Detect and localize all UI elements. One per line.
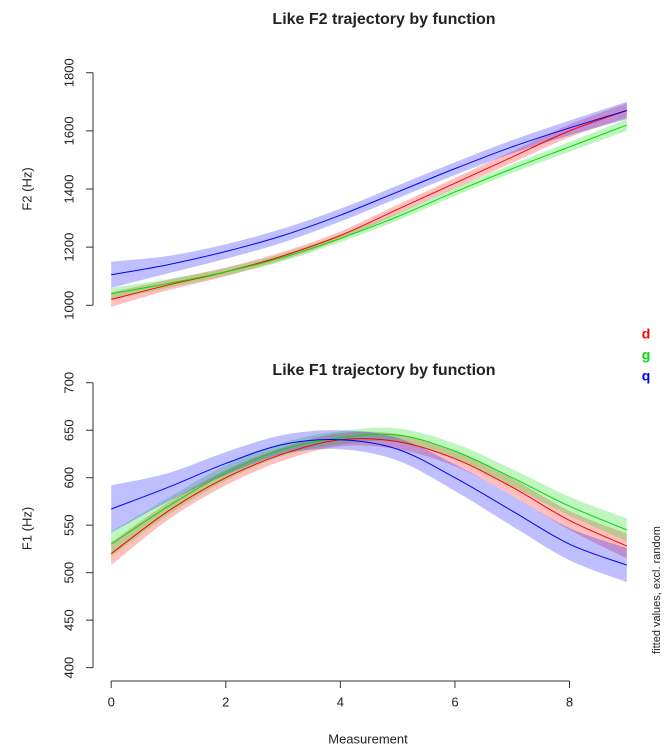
legend-label: q [642, 368, 651, 384]
y-tick-label: 450 [61, 609, 76, 631]
x-tick-label: 6 [451, 694, 458, 709]
y-axis-label: F2 (Hz) [19, 167, 34, 210]
line [111, 110, 627, 276]
y-tick-label: 700 [61, 372, 76, 394]
y-tick-label: 600 [61, 467, 76, 489]
y-tick-label: 1200 [61, 233, 76, 262]
x-tick-label: 0 [108, 694, 115, 709]
line [110, 433, 627, 545]
y-tick-label: 1000 [61, 291, 76, 320]
y-tick-label: 400 [61, 657, 76, 679]
confidence-band [111, 427, 627, 557]
line [110, 438, 628, 555]
chart-title: Like F1 trajectory by function [272, 362, 495, 379]
x-tick-label: 4 [337, 694, 344, 709]
annotation: fitted values, excl. random [651, 526, 663, 654]
y-tick-label: 1600 [61, 116, 76, 145]
y-tick-label: 500 [61, 562, 76, 584]
line [111, 110, 627, 300]
line [111, 439, 627, 566]
line [111, 124, 627, 295]
legend-label: g [642, 347, 651, 363]
y-tick-label: 1400 [61, 175, 76, 204]
confidence-band [111, 431, 627, 566]
confidence-band [111, 101, 627, 288]
y-tick-label: 650 [61, 419, 76, 441]
x-tick-label: 2 [222, 694, 229, 709]
y-tick-label: 1800 [61, 58, 76, 87]
x-tick-label: 8 [566, 694, 573, 709]
confidence-band [111, 119, 627, 300]
y-axis-label: F1 (Hz) [19, 507, 34, 550]
legend-label: d [642, 326, 651, 342]
y-tick-label: 550 [61, 514, 76, 536]
chart-title: Like F2 trajectory by function [272, 11, 495, 28]
x-axis-label: Measurement [328, 731, 408, 746]
confidence-band [111, 430, 627, 583]
